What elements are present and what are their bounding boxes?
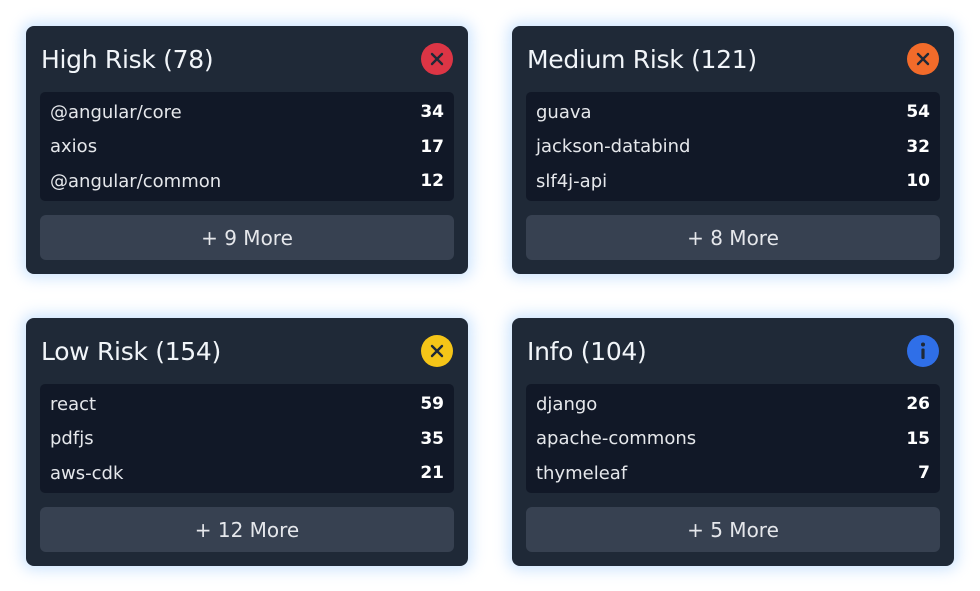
medium-risk-card: Medium Risk (121) guava 54 jackson-datab… (512, 26, 954, 274)
card-header: High Risk (78) (41, 40, 453, 78)
info-card: Info (104) django 26 apache-commons 15 t… (512, 318, 954, 566)
card-header: Medium Risk (121) (527, 40, 939, 78)
list-item[interactable]: aws-cdk 21 (50, 456, 444, 491)
list-item[interactable]: axios 17 (50, 130, 444, 165)
package-count: 17 (420, 136, 444, 157)
package-name: guava (536, 101, 592, 123)
package-name: react (50, 393, 97, 415)
package-name: @angular/common (50, 170, 222, 192)
close-icon[interactable] (907, 43, 939, 75)
more-button[interactable]: + 8 More (526, 215, 940, 260)
package-count: 54 (906, 102, 930, 123)
list-item[interactable]: react 59 (50, 387, 444, 422)
package-name: @angular/core (50, 101, 182, 123)
more-button[interactable]: + 12 More (40, 507, 454, 552)
package-count: 32 (906, 136, 930, 157)
package-name: axios (50, 136, 98, 158)
list-item[interactable]: jackson-databind 32 (536, 130, 930, 165)
list-item[interactable]: apache-commons 15 (536, 422, 930, 457)
package-count: 15 (906, 428, 930, 449)
package-name: thymeleaf (536, 462, 628, 484)
list-item[interactable]: @angular/core 34 (50, 95, 444, 130)
package-list: react 59 pdfjs 35 aws-cdk 21 (40, 384, 454, 493)
more-button[interactable]: + 5 More (526, 507, 940, 552)
list-item[interactable]: django 26 (536, 387, 930, 422)
package-count: 10 (906, 171, 930, 192)
close-icon[interactable] (421, 43, 453, 75)
list-item[interactable]: @angular/common 12 (50, 164, 444, 199)
list-item[interactable]: thymeleaf 7 (536, 456, 930, 491)
list-item[interactable]: slf4j-api 10 (536, 164, 930, 199)
card-title: Medium Risk (121) (527, 44, 757, 74)
card-title: High Risk (78) (41, 44, 214, 74)
package-list: @angular/core 34 axios 17 @angular/commo… (40, 92, 454, 201)
close-icon[interactable] (421, 335, 453, 367)
package-count: 7 (918, 463, 930, 484)
package-name: jackson-databind (536, 136, 691, 158)
package-name: apache-commons (536, 428, 697, 450)
list-item[interactable]: pdfjs 35 (50, 422, 444, 457)
card-header: Low Risk (154) (41, 332, 453, 370)
package-count: 26 (906, 394, 930, 415)
package-list: guava 54 jackson-databind 32 slf4j-api 1… (526, 92, 940, 201)
package-count: 21 (420, 463, 444, 484)
card-header: Info (104) (527, 332, 939, 370)
card-title: Info (104) (527, 336, 647, 366)
package-count: 35 (420, 428, 444, 449)
package-count: 59 (420, 394, 444, 415)
high-risk-card: High Risk (78) @angular/core 34 axios 17… (26, 26, 468, 274)
info-icon[interactable] (907, 335, 939, 367)
list-item[interactable]: guava 54 (536, 95, 930, 130)
package-count: 34 (420, 102, 444, 123)
package-name: pdfjs (50, 428, 94, 450)
package-list: django 26 apache-commons 15 thymeleaf 7 (526, 384, 940, 493)
package-name: aws-cdk (50, 462, 124, 484)
more-button[interactable]: + 9 More (40, 215, 454, 260)
package-count: 12 (420, 171, 444, 192)
card-title: Low Risk (154) (41, 336, 221, 366)
package-name: django (536, 393, 598, 415)
low-risk-card: Low Risk (154) react 59 pdfjs 35 aws-cdk… (26, 318, 468, 566)
package-name: slf4j-api (536, 170, 608, 192)
